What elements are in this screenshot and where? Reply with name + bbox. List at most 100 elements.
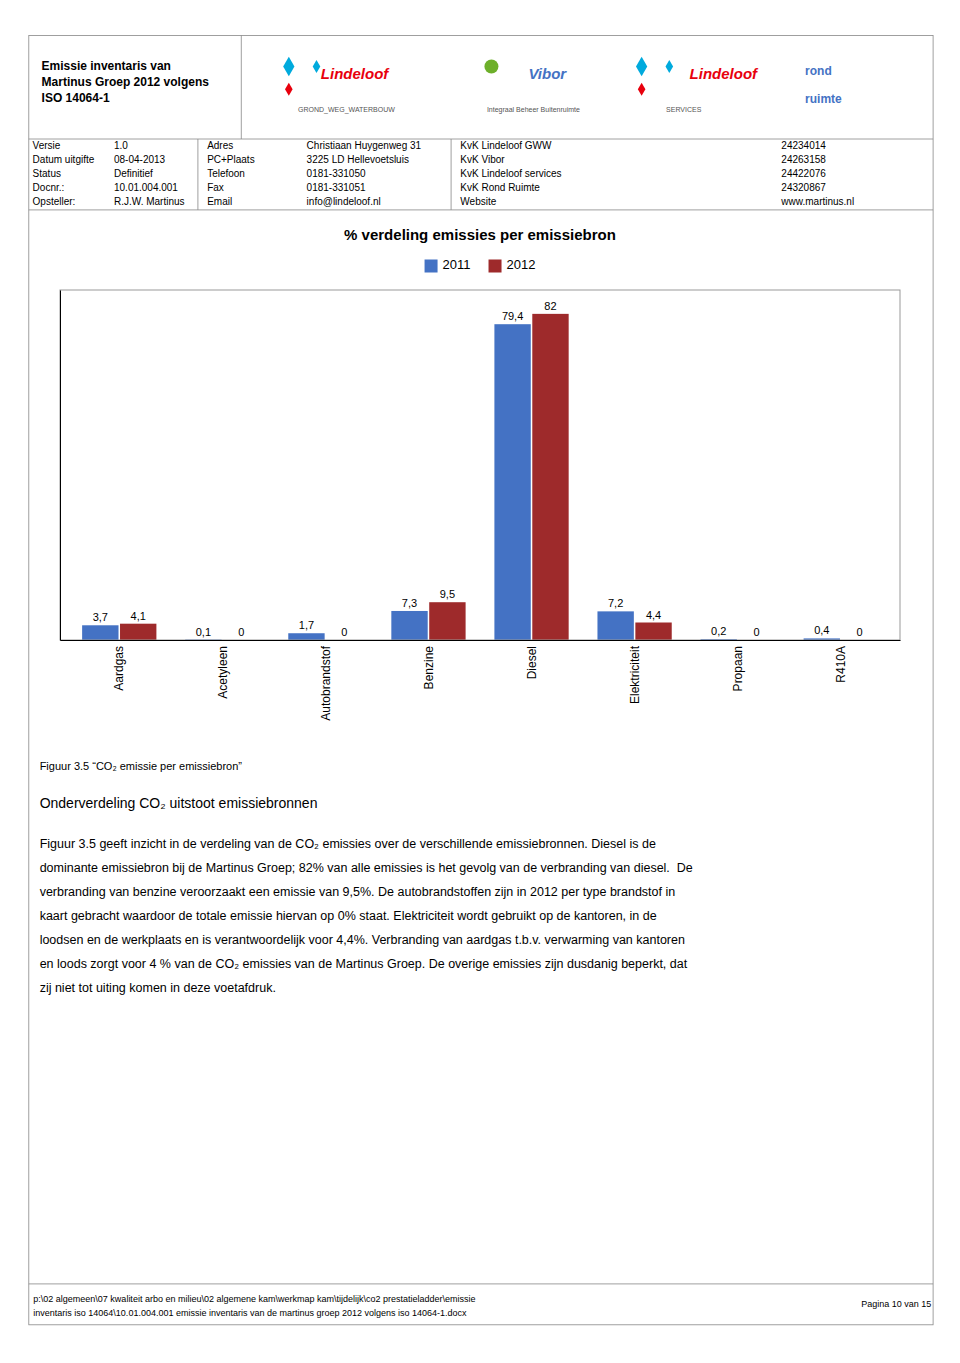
text-section: Figuur 3.5 “CO₂ emissie per emissiebron”… bbox=[40, 760, 693, 995]
data-label: 0,1 bbox=[196, 626, 211, 638]
logo: LindeloofGROND_WEG_WATERBOUW bbox=[283, 57, 395, 114]
data-label: 9,5 bbox=[440, 588, 455, 600]
info-divider bbox=[451, 139, 452, 210]
logo-subtext: SERVICES bbox=[666, 106, 702, 113]
x-tick: Benzine bbox=[422, 646, 436, 690]
header-divider bbox=[241, 35, 242, 139]
body-line: en loods zorgt voor 4 % van de CO₂ emiss… bbox=[40, 957, 688, 971]
info-cell: Versie bbox=[33, 140, 61, 151]
x-tick-label: Elektriciteit bbox=[628, 645, 642, 704]
bar bbox=[597, 611, 633, 640]
logo: Lindeloof SERVICES bbox=[636, 57, 759, 113]
footer-path: inventaris iso 14064\10.01.004.001 emiss… bbox=[33, 1308, 467, 1318]
legend-item: 2012 bbox=[489, 257, 536, 272]
bar bbox=[532, 314, 568, 640]
data-label: 0 bbox=[754, 626, 760, 638]
info-cell: 08-04-2013 bbox=[114, 154, 166, 165]
legend-swatch bbox=[425, 260, 438, 273]
logo-name: Lindeloof bbox=[690, 65, 759, 82]
info-rule bbox=[29, 209, 933, 210]
info-cell: www.martinus.nl bbox=[780, 196, 854, 207]
info-cell: KvK Lindeloof GWW bbox=[460, 140, 552, 151]
footer-path: p:\02 algemeen\07 kwaliteit arbo en mili… bbox=[33, 1294, 475, 1304]
y-axis bbox=[60, 291, 61, 641]
plot-frame bbox=[60, 290, 900, 640]
info-divider bbox=[197, 139, 198, 210]
data-label: 0 bbox=[341, 626, 347, 638]
info-cell: Docnr.: bbox=[33, 182, 65, 193]
footer: p:\02 algemeen\07 kwaliteit arbo en mili… bbox=[29, 1284, 933, 1318]
footer-page: Pagina 10 van 15 bbox=[861, 1299, 931, 1309]
info-cell: R.J.W. Martinus bbox=[114, 196, 185, 207]
x-tick-label: Benzine bbox=[422, 646, 436, 690]
body-line: zij niet tot uiting komen in deze voetaf… bbox=[40, 981, 276, 995]
legend-label: 2011 bbox=[443, 257, 471, 272]
info-cell: 0181-331050 bbox=[307, 168, 366, 179]
x-tick: Elektriciteit bbox=[628, 645, 642, 704]
x-axis-line bbox=[61, 640, 901, 641]
x-tick-label: Aardgas bbox=[112, 646, 126, 691]
logo-icon bbox=[313, 60, 321, 73]
bar bbox=[494, 324, 530, 640]
legend-item: 2011 bbox=[425, 257, 471, 272]
info-cell: Email bbox=[207, 196, 232, 207]
bar bbox=[82, 625, 118, 640]
x-tick: Diesel bbox=[525, 646, 539, 679]
legend-swatch bbox=[489, 260, 502, 273]
y-axis-line bbox=[60, 291, 61, 641]
info-cell: KvK Lindeloof services bbox=[460, 168, 561, 179]
legend-label: 2012 bbox=[507, 257, 536, 272]
x-axis: AardgasAcetyleenAutobrandstofBenzineDies… bbox=[61, 641, 901, 721]
page-background bbox=[0, 0, 960, 1363]
x-tick: Propaan bbox=[731, 646, 745, 691]
body-line: kaart gebracht waardoor de totale emissi… bbox=[40, 909, 657, 923]
logo: rondruimte bbox=[805, 64, 842, 106]
logo-icon bbox=[638, 83, 646, 96]
info-cell: Website bbox=[460, 196, 496, 207]
x-tick: Aardgas bbox=[112, 646, 126, 691]
page-border bbox=[29, 35, 933, 1324]
x-tick-label: Propaan bbox=[731, 646, 745, 691]
logo-icon bbox=[666, 60, 674, 73]
bar bbox=[429, 602, 465, 640]
data-labels: 3,70,11,77,379,47,20,20,44,1009,5824,400 bbox=[93, 300, 863, 638]
data-label: 1,7 bbox=[299, 619, 314, 631]
footer-rule bbox=[29, 1283, 933, 1284]
bar-series bbox=[120, 314, 672, 640]
body-line: loodsen en de werkplaats en is verantwoo… bbox=[40, 933, 685, 947]
info-cell: 24234014 bbox=[781, 140, 826, 151]
data-label: 0,4 bbox=[814, 624, 829, 636]
logo-icon bbox=[484, 59, 498, 73]
logo-subtext: Integraal Beheer Buitenruimte bbox=[487, 106, 580, 114]
info-cell: Telefoon bbox=[207, 168, 245, 179]
info-cell: KvK Rond Ruimte bbox=[460, 182, 540, 193]
page: Emissie inventaris vanMartinus Groep 201… bbox=[0, 0, 960, 1363]
info-cell: Adres bbox=[207, 140, 233, 151]
x-tick-label: R410A bbox=[834, 646, 848, 683]
x-tick: R410A bbox=[834, 646, 848, 683]
info-cell: Definitief bbox=[114, 168, 153, 179]
header-title-line: Martinus Groep 2012 volgens bbox=[42, 75, 210, 89]
info-cell: 24263158 bbox=[781, 154, 826, 165]
bar-series bbox=[82, 324, 840, 640]
chart: % verdeling emissies per emissiebron Aard… bbox=[60, 226, 901, 721]
data-label: 3,7 bbox=[93, 611, 108, 623]
bars bbox=[82, 314, 840, 640]
info-cell: 0181-331051 bbox=[307, 182, 366, 193]
data-label: 4,1 bbox=[131, 610, 146, 622]
info-cell: 1.0 bbox=[114, 140, 128, 151]
logo-name: Lindeloof bbox=[321, 65, 390, 82]
info-cell: Christiaan Huygenweg 31 bbox=[307, 140, 422, 151]
data-label: 0 bbox=[238, 626, 244, 638]
logo: ViborIntegraal Beheer Buitenruimte bbox=[484, 59, 580, 113]
x-tick-label: Autobrandstof bbox=[319, 645, 333, 720]
body-line: verbranding van benzine veroorzaakt een … bbox=[40, 885, 676, 899]
chart-title: % verdeling emissies per emissiebron bbox=[344, 226, 616, 243]
info-cell: Opsteller: bbox=[33, 196, 76, 207]
figure-caption: Figuur 3.5 “CO₂ emissie per emissiebron” bbox=[40, 760, 243, 772]
data-label: 0,2 bbox=[711, 625, 726, 637]
bar bbox=[120, 624, 156, 640]
info-cell: 24422076 bbox=[781, 168, 826, 179]
header-title: Emissie inventaris vanMartinus Groep 201… bbox=[42, 59, 210, 105]
x-tick-label: Diesel bbox=[525, 646, 539, 679]
